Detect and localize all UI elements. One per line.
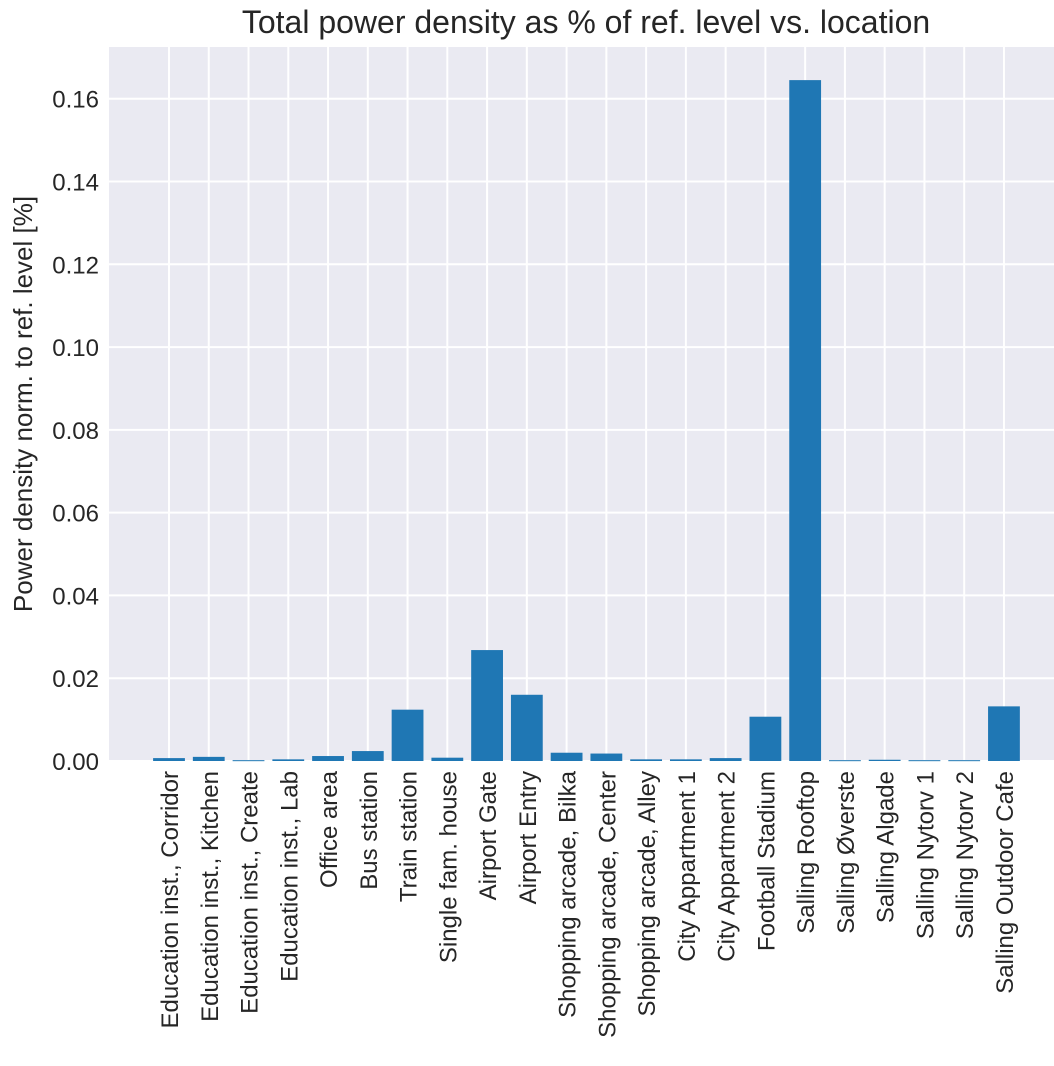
x-tick-label: Salling Nytorv 1 [912,771,939,939]
bar [153,758,185,761]
chart-title: Total power density as % of ref. level v… [242,4,930,40]
bar [868,759,901,761]
bar [908,760,941,762]
x-tick-label: Single fam. house [435,771,462,963]
x-tick-label: Football Stadium [753,771,780,951]
y-tick-label: 0.16 [52,87,99,114]
bar [272,759,305,761]
bar [471,650,503,761]
y-tick-label: 0.02 [52,666,99,693]
x-tick-label: Salling Outdoor Cafe [992,771,1019,994]
bar [351,751,384,761]
y-tick-label: 0.10 [52,335,99,362]
bar [232,760,265,762]
y-tick-label: 0.12 [52,252,99,279]
y-tick-label: 0.00 [52,749,99,776]
bar [431,757,464,761]
bar [192,756,225,761]
x-tick-label: City Appartment 2 [714,771,741,962]
y-axis-ticks: 0.00 0.02 0.04 0.06 0.08 0.10 0.12 0.14 0.16 [52,87,99,776]
x-tick-label: Bus station [356,771,383,890]
y-axis-label: Power density norm. to ref. level [%] [8,196,38,612]
x-tick-label: Salling Øverste [833,771,860,934]
x-tick-label: Salling Rooftop [793,771,820,934]
bar [988,706,1020,761]
x-axis-ticks: Education inst., Corridor Education inst.… [157,770,1019,1038]
x-tick-label: Airport Gate [475,771,502,900]
x-tick-label: Shopping arcade, Center [594,771,621,1038]
x-tick-label: Salling Nytorv 2 [952,771,979,939]
x-tick-label: Education inst., Create [237,771,264,1014]
bar [312,756,344,761]
bar [948,760,981,762]
y-tick-label: 0.08 [52,418,99,445]
y-tick-label: 0.14 [52,170,99,197]
bar [590,753,623,761]
bar [630,759,663,761]
bar [510,694,543,761]
x-tick-label: Shopping arcade, Bilka [555,770,582,1017]
x-tick-label: Shopping arcade, Alley [634,771,661,1017]
x-tick-label: Education inst., Lab [276,771,303,982]
x-tick-label: Education inst., Corridor [157,771,184,1028]
bar [789,80,822,762]
x-tick-label: Salling Algade [873,771,900,923]
bar [550,752,583,761]
x-tick-label: City Appartment 1 [674,771,701,962]
y-tick-label: 0.04 [52,583,99,610]
x-tick-label: Education inst., Kitchen [197,771,224,1022]
bar [391,709,424,761]
bar [669,759,702,761]
x-tick-label: Airport Entry [515,771,542,904]
x-tick-label: Train station [396,771,423,902]
bars [153,80,1020,762]
grid-lines [109,47,1054,762]
x-tick-label: Office area [316,770,343,888]
bar [829,760,861,762]
bar [749,716,782,761]
y-tick-label: 0.06 [52,501,99,528]
bar [709,758,742,761]
plot-background [109,47,1054,761]
